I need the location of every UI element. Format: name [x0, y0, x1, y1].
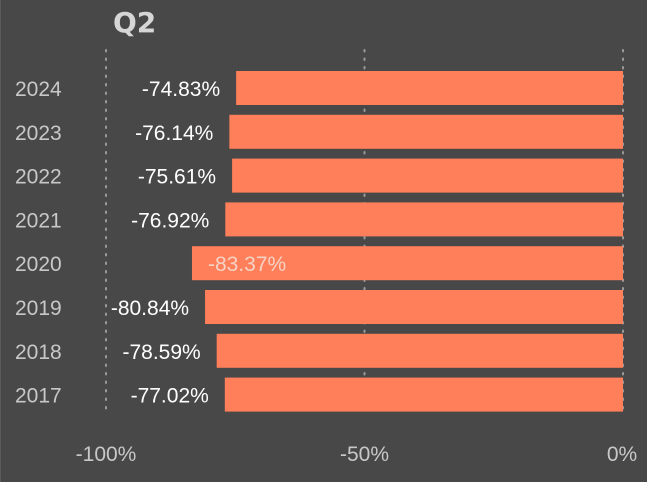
data-label: -76.14% [135, 122, 213, 145]
data-label: -74.83% [142, 78, 220, 101]
data-label: -83.37% [208, 253, 286, 276]
data-label: -76.92% [131, 209, 209, 232]
bar [229, 114, 623, 149]
bar [232, 158, 623, 193]
category-label: 2018 [15, 341, 62, 364]
data-label: -78.59% [122, 341, 200, 364]
chart-title: Q2 [113, 6, 157, 39]
category-label: 2017 [15, 385, 62, 408]
x-tick-label: 0% [607, 443, 637, 466]
x-tick-label: -50% [340, 443, 389, 466]
category-label: 2020 [15, 253, 62, 276]
bar [225, 202, 623, 237]
bar [216, 333, 623, 368]
category-label: 2022 [15, 166, 62, 189]
data-label: -75.61% [138, 166, 216, 189]
bar [224, 377, 624, 412]
bar [236, 71, 623, 105]
data-label: -77.02% [131, 385, 209, 408]
category-label: 2024 [15, 78, 62, 101]
x-tick-label: -100% [76, 443, 137, 466]
bar [191, 246, 623, 281]
category-label: 2023 [15, 122, 62, 145]
category-label: 2021 [15, 209, 62, 232]
data-label: -80.84% [111, 297, 189, 320]
bar [205, 290, 624, 324]
category-label: 2019 [15, 297, 62, 320]
